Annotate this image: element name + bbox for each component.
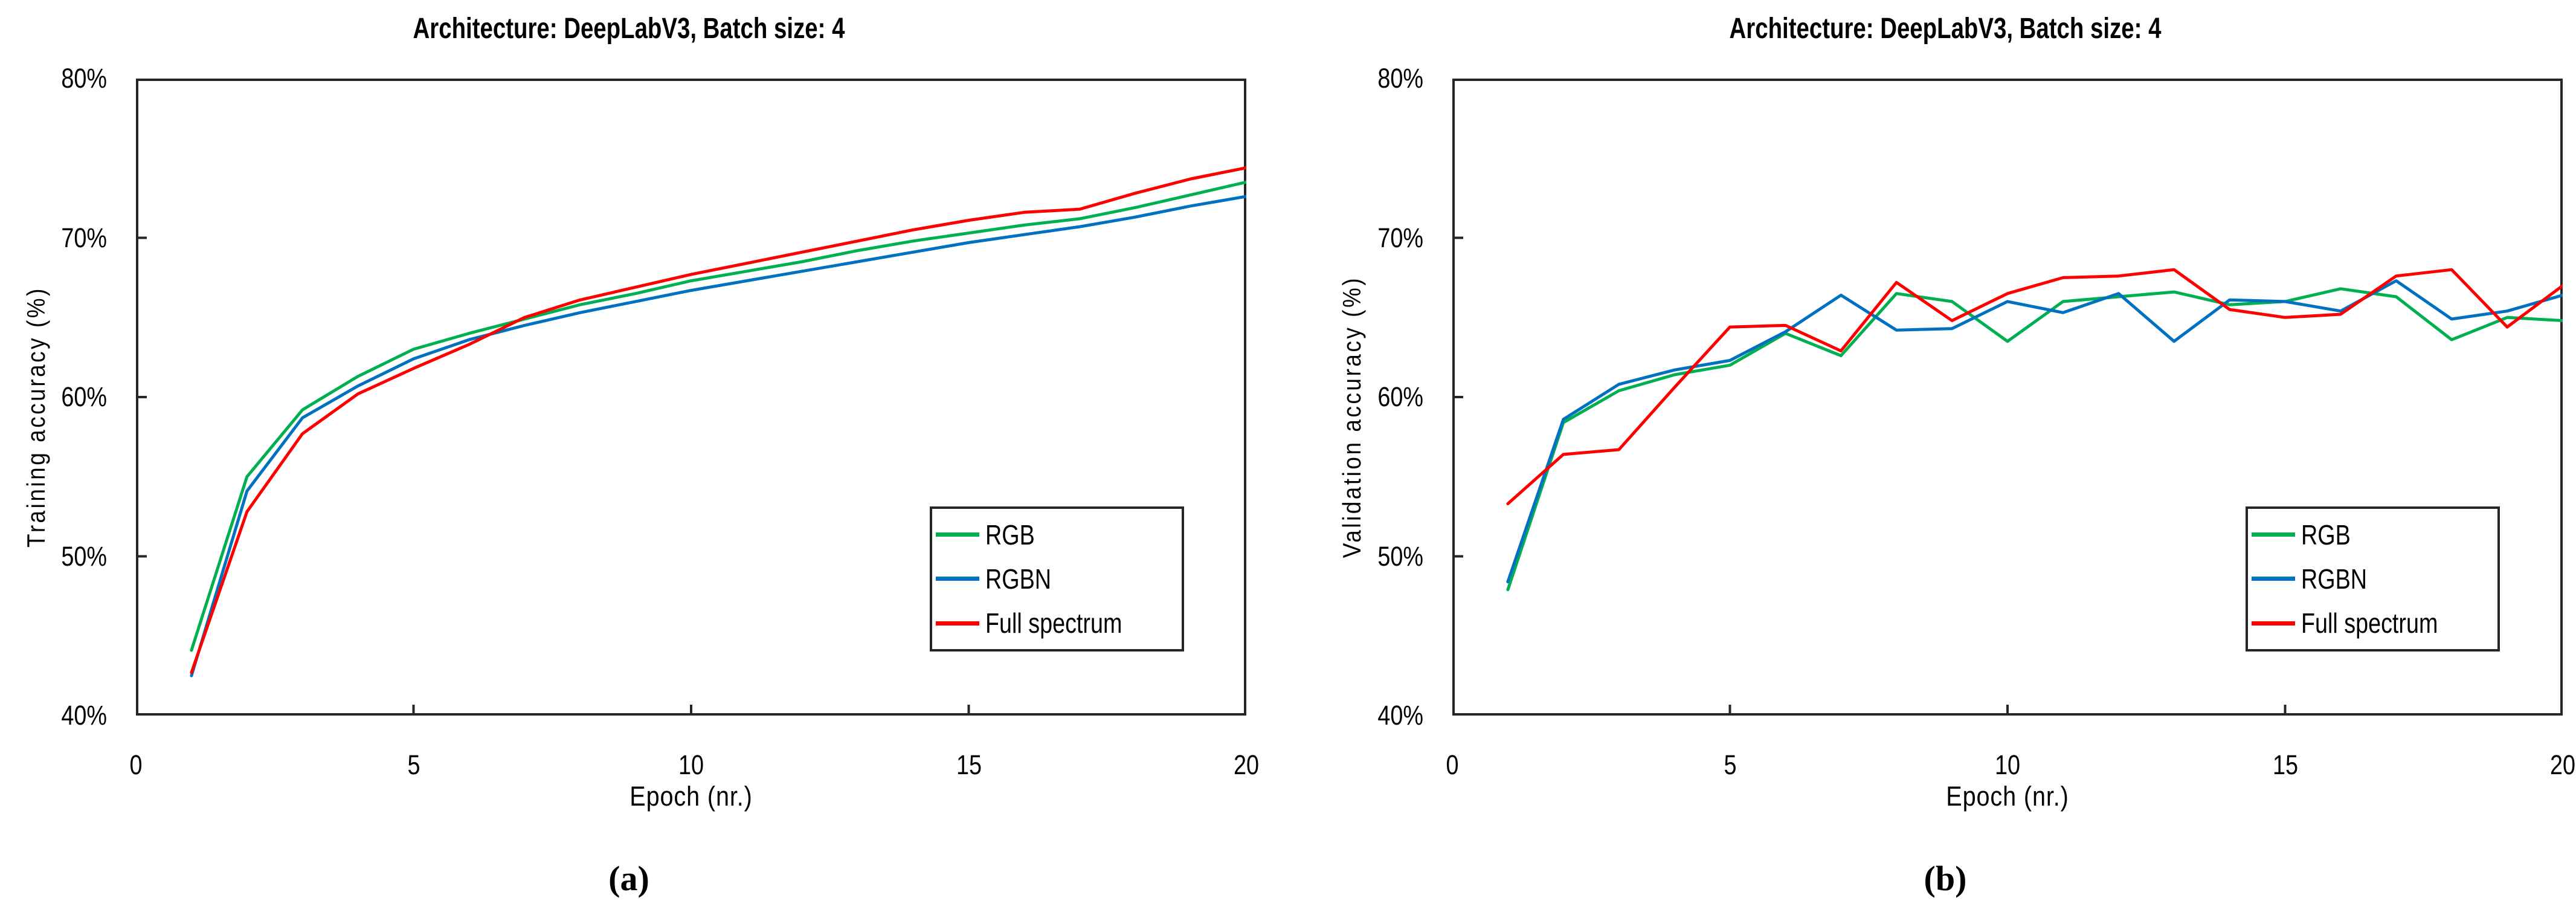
full-spectrum-line-swatch xyxy=(936,621,979,626)
full-spectrum-line-swatch xyxy=(2252,621,2295,626)
chart-b-y-axis-label: Validation accuracy (%) xyxy=(1338,276,1366,558)
rgbn-line-swatch xyxy=(2252,577,2295,581)
legend-label-rgbn: RGBN xyxy=(985,563,1051,595)
chart-a-x-tick-20: 20 xyxy=(1233,749,1260,780)
chart-b-caption: (b) xyxy=(1924,859,1967,898)
chart-b-y-tick-50: 50% xyxy=(1377,540,1423,572)
chart-b-y-tick-40: 40% xyxy=(1377,700,1423,731)
legend-label-rgb: RGB xyxy=(985,519,1035,551)
chart-a-y-tick-70: 70% xyxy=(61,222,107,253)
legend-item-rgb: RGB xyxy=(936,520,1179,550)
legend-item-rgb: RGB xyxy=(2252,520,2495,550)
chart-a-y-tick-50: 50% xyxy=(61,540,107,572)
chart-b-x-axis-label: Epoch (nr.) xyxy=(1946,781,2069,812)
chart-b-y-tick-80: 80% xyxy=(1377,63,1423,94)
chart-a-y-tick-40: 40% xyxy=(61,700,107,731)
chart-a-x-tick-0: 0 xyxy=(129,749,143,780)
chart-a-x-tick-10: 10 xyxy=(678,749,704,780)
chart-b-x-tick-20: 20 xyxy=(2549,749,2576,780)
chart-b-x-tick-10: 10 xyxy=(1994,749,2021,780)
chart-a-y-tick-60: 60% xyxy=(61,381,107,412)
chart-b-title: Architecture: DeepLabV3, Batch size: 4 xyxy=(1729,13,2162,45)
chart-a-plot-area xyxy=(136,79,1246,716)
rgb-line-swatch xyxy=(2252,532,2295,537)
chart-b-y-tick-70: 70% xyxy=(1377,222,1423,253)
chart-b-x-tick-15: 15 xyxy=(2272,749,2298,780)
chart-a-x-tick-5: 5 xyxy=(407,749,420,780)
chart-a-x-tick-15: 15 xyxy=(956,749,982,780)
legend-label-full-spectrum: Full spectrum xyxy=(2301,607,2438,639)
rgb-line-swatch xyxy=(936,532,979,537)
rgbn-line-swatch xyxy=(936,577,979,581)
chart-a-title: Architecture: DeepLabV3, Batch size: 4 xyxy=(413,13,845,45)
chart-a-caption: (a) xyxy=(608,859,649,898)
legend-item-rgbn: RGBN xyxy=(936,564,1179,594)
chart-b-y-tick-60: 60% xyxy=(1377,381,1423,412)
chart-b-legend: RGB RGBN Full spectrum xyxy=(2246,506,2500,651)
legend-label-full-spectrum: Full spectrum xyxy=(985,607,1122,639)
chart-a-legend: RGB RGBN Full spectrum xyxy=(930,506,1184,651)
chart-b-x-tick-0: 0 xyxy=(1446,749,1459,780)
chart-a-y-axis-label: Training accuracy (%) xyxy=(22,286,50,548)
legend-item-rgbn: RGBN xyxy=(2252,564,2495,594)
legend-label-rgb: RGB xyxy=(2301,519,2351,551)
chart-b-x-tick-5: 5 xyxy=(1723,749,1737,780)
legend-item-full-spectrum: Full spectrum xyxy=(936,608,1179,638)
chart-b-plot-area xyxy=(1452,79,2563,716)
chart-a-y-tick-80: 80% xyxy=(61,63,107,94)
legend-label-rgbn: RGBN xyxy=(2301,563,2367,595)
chart-a-x-axis-label: Epoch (nr.) xyxy=(630,781,753,812)
legend-item-full-spectrum: Full spectrum xyxy=(2252,608,2495,638)
